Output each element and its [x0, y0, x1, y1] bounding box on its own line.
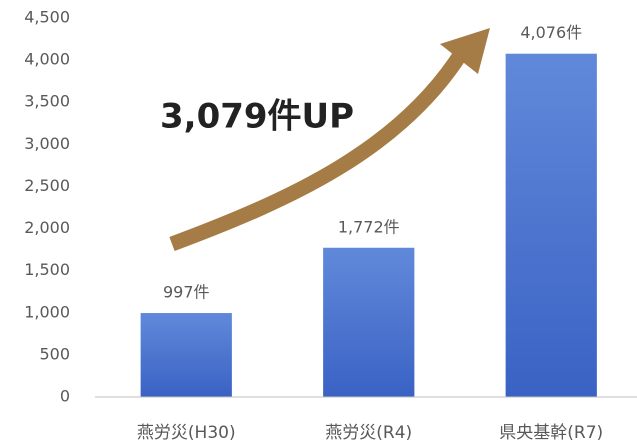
y-tick-label: 1,500 — [24, 260, 70, 279]
y-tick-label: 1,000 — [24, 302, 70, 321]
y-tick-label: 2,000 — [24, 218, 70, 237]
y-tick-label: 3,500 — [24, 92, 70, 111]
x-tick-label: 県央基幹(R7) — [499, 422, 603, 443]
annotation: 3,079件UP — [160, 97, 354, 137]
arrow-shaft — [169, 47, 469, 252]
y-tick-label: 3,000 — [24, 134, 70, 153]
y-tick-label: 2,500 — [24, 176, 70, 195]
bar — [505, 53, 597, 398]
x-tick-label: 燕労災(H30) — [137, 423, 236, 443]
value-label: 4,076件 — [520, 23, 582, 42]
bar — [140, 313, 232, 397]
y-tick-label: 4,000 — [24, 50, 70, 69]
y-tick-label: 4,500 — [24, 8, 70, 27]
value-label: 997件 — [163, 283, 210, 302]
arrow-head — [440, 28, 490, 74]
y-tick-label: 0 — [60, 387, 70, 406]
y-tick-label: 500 — [39, 344, 70, 363]
bar — [323, 247, 415, 397]
arrow — [169, 28, 490, 252]
x-tick-label: 燕労災(R4) — [325, 423, 412, 443]
value-label: 1,772件 — [338, 217, 400, 236]
